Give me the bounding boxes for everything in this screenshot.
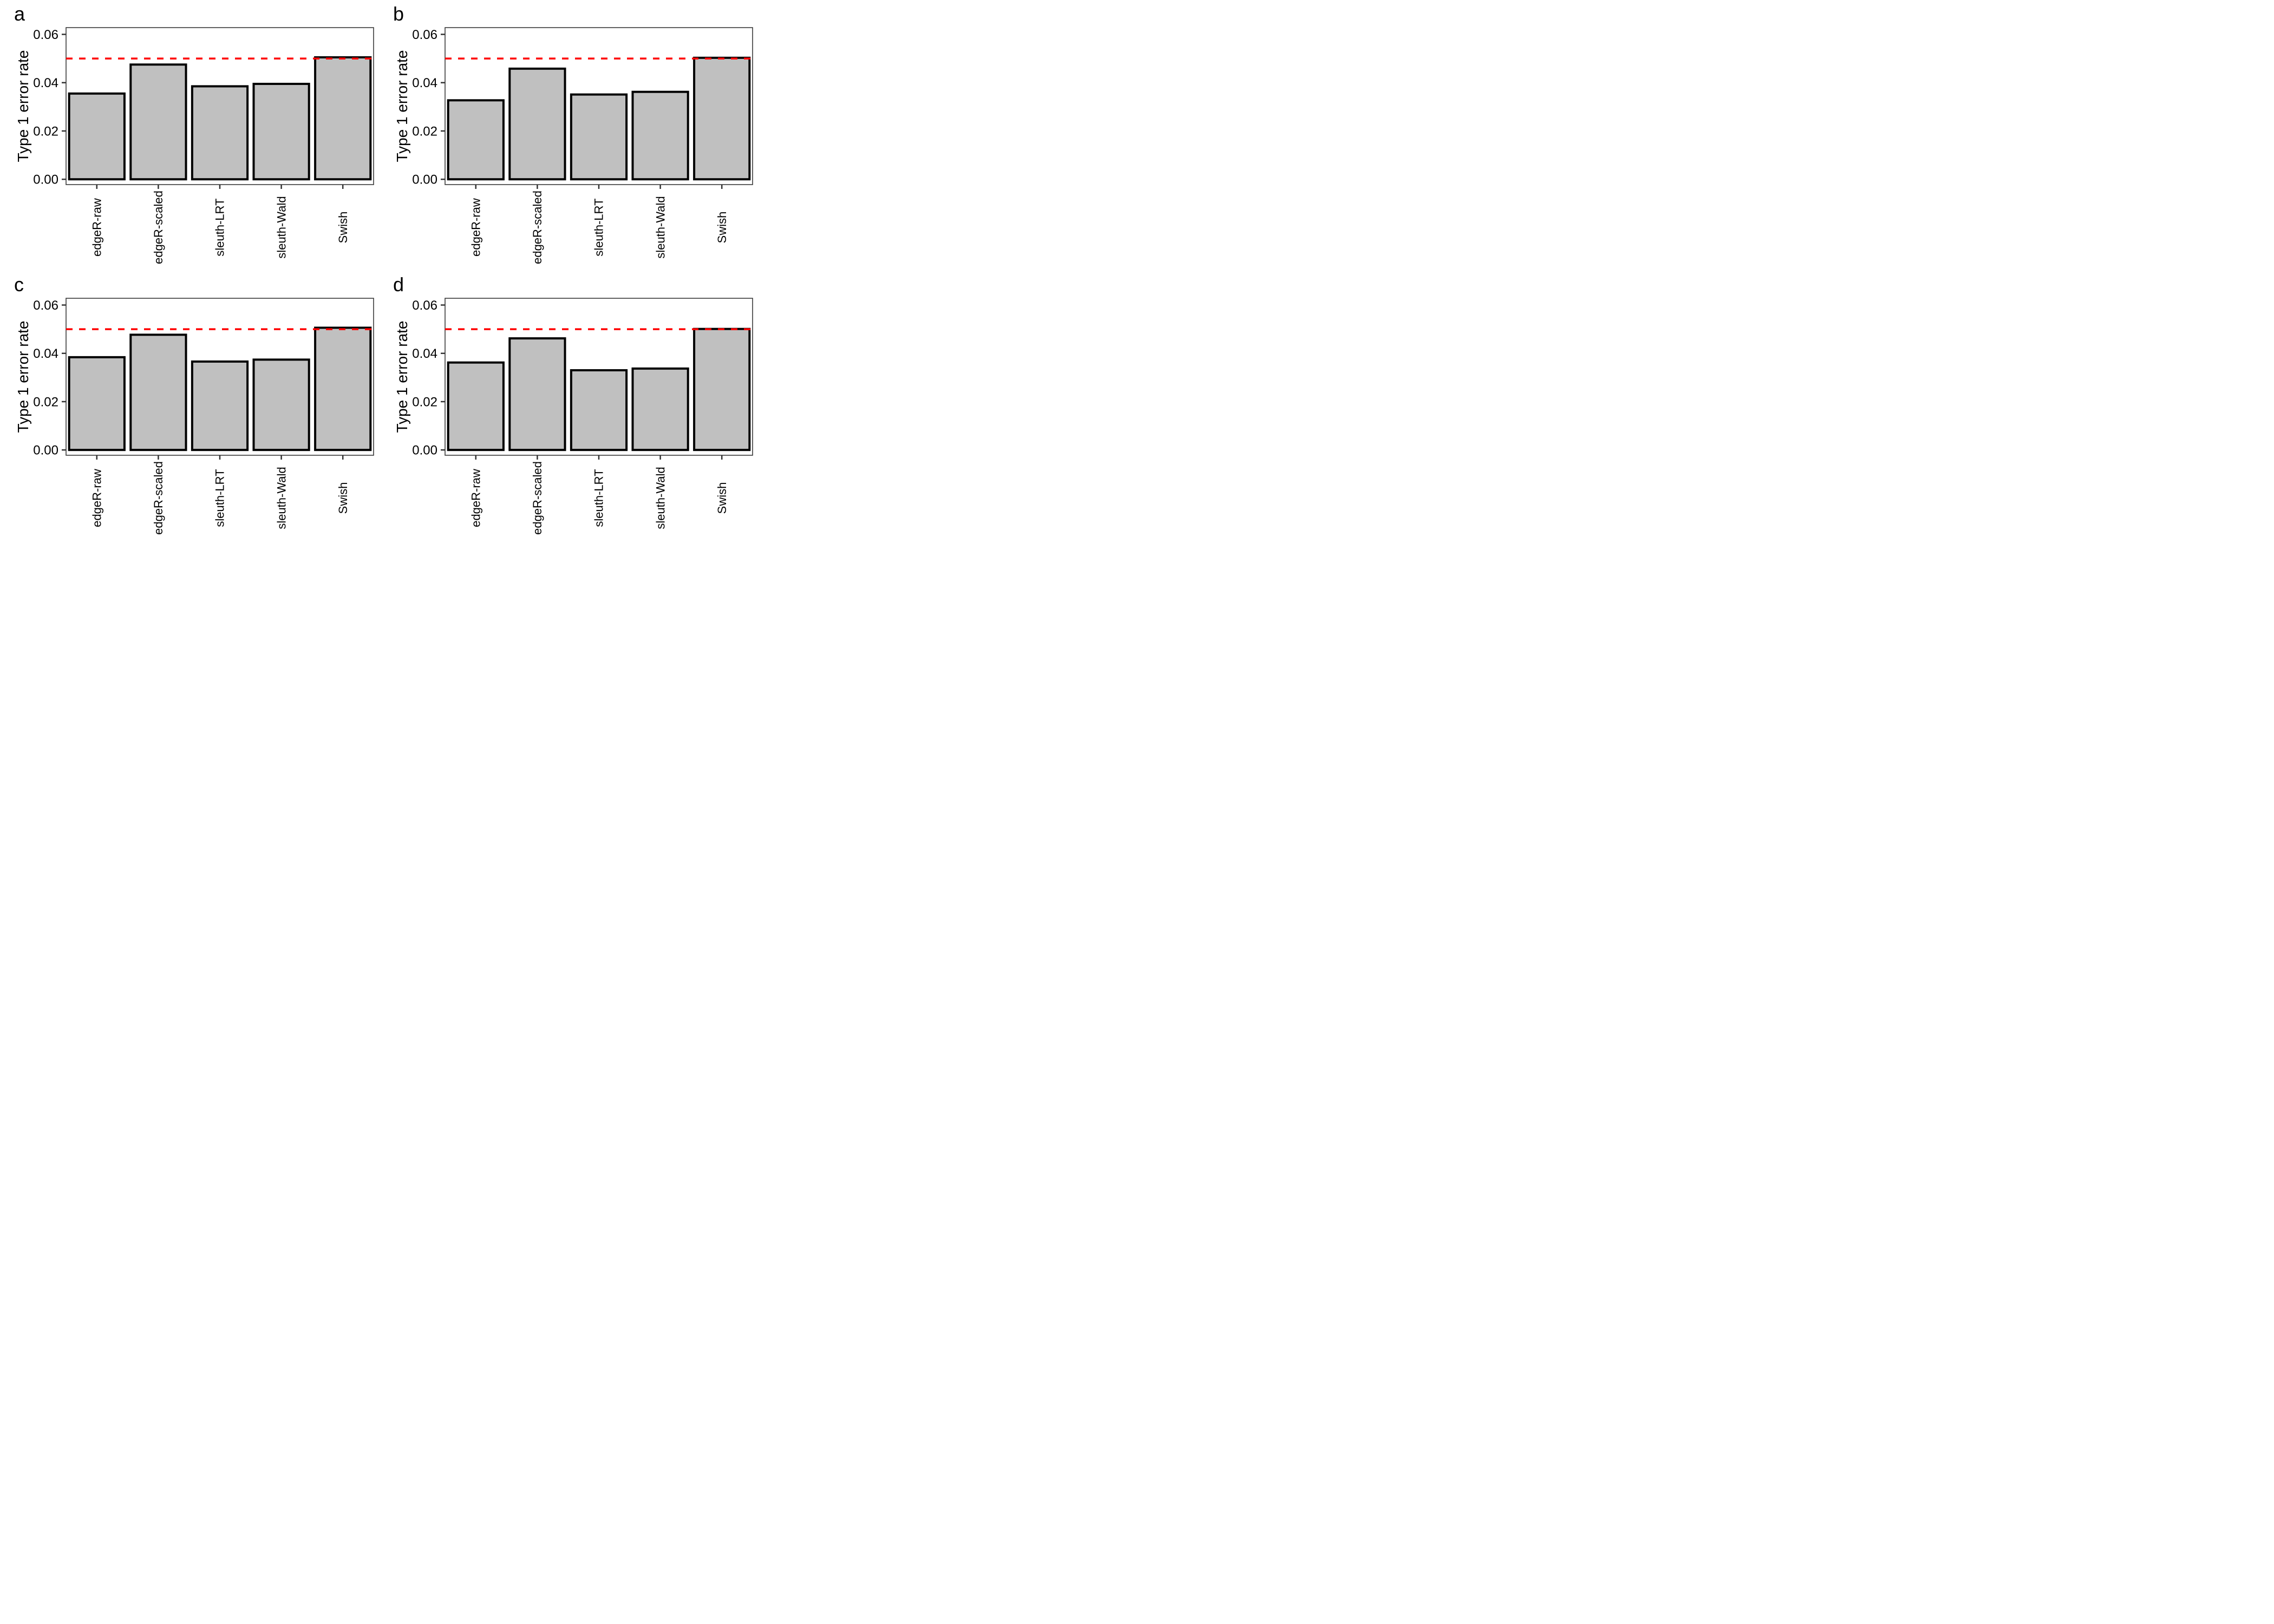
y-tick-label: 0.02 <box>412 395 437 409</box>
x-tick-label: sleuth-LRT <box>213 198 227 256</box>
panel-letter: d <box>393 273 404 296</box>
x-tick-label: Swish <box>336 212 350 244</box>
y-tick-label: 0.06 <box>412 28 437 42</box>
bar <box>314 326 372 451</box>
y-tick-label: 0.04 <box>33 76 58 90</box>
y-tick-label: 0.04 <box>412 346 437 361</box>
bar <box>693 328 751 451</box>
y-tick-label: 0.02 <box>412 124 437 139</box>
bar <box>314 56 372 181</box>
y-tick-label: 0.06 <box>33 298 58 313</box>
bar <box>191 360 249 451</box>
bar <box>129 333 187 451</box>
figure: a 0.00 0.02 0.04 0.06 Type 1 error rate edgeR… <box>0 0 758 541</box>
bar <box>447 361 505 451</box>
bar <box>68 356 126 451</box>
y-tick-label: 0.06 <box>412 298 437 313</box>
x-tick-label: edgeR-raw <box>469 198 483 257</box>
panel-b: b 0.00 0.02 0.04 0.06 Type 1 error rate edgeR… <box>379 0 758 271</box>
bar <box>693 56 751 181</box>
y-tick-label: 0.00 <box>412 173 437 187</box>
bar <box>631 90 689 181</box>
panel-d: d 0.00 0.02 0.04 0.06 Type 1 error rate edgeR… <box>379 271 758 541</box>
panel-letter: a <box>14 3 25 25</box>
bar <box>129 63 187 181</box>
y-tick-label: 0.06 <box>33 28 58 42</box>
y-tick-label: 0.00 <box>33 443 58 458</box>
panel-letter: b <box>393 3 404 25</box>
x-tick-label: edgeR-raw <box>90 469 104 527</box>
bar <box>508 337 566 451</box>
x-tick-label: Swish <box>715 212 729 244</box>
bar <box>252 82 310 181</box>
panel-a: a 0.00 0.02 0.04 0.06 Type 1 error rate edgeR… <box>0 0 379 271</box>
y-axis-title: Type 1 error rate <box>15 321 31 433</box>
x-tick-label: edgeR-scaled <box>531 191 544 264</box>
bar <box>570 93 628 181</box>
y-tick-label: 0.00 <box>33 173 58 187</box>
panel-letter: c <box>14 273 24 296</box>
y-tick-label: 0.02 <box>33 395 58 409</box>
y-axis-title: Type 1 error rate <box>394 321 410 433</box>
bar <box>447 99 505 181</box>
x-tick-label: sleuth-LRT <box>592 198 606 256</box>
x-tick-label: sleuth-LRT <box>592 469 606 527</box>
bar <box>570 369 628 451</box>
x-tick-label: sleuth-Wald <box>275 196 288 258</box>
y-tick-label: 0.02 <box>33 124 58 139</box>
x-tick-label: edgeR-scaled <box>531 461 544 535</box>
x-tick-label: edgeR-scaled <box>152 191 165 264</box>
bar <box>191 85 249 181</box>
y-tick-label: 0.00 <box>412 443 437 458</box>
x-tick-label: Swish <box>336 482 350 514</box>
y-tick-label: 0.04 <box>33 346 58 361</box>
bar <box>508 67 566 181</box>
bar <box>68 92 126 181</box>
x-tick-label: Swish <box>715 482 729 514</box>
x-tick-label: edgeR-raw <box>469 469 483 527</box>
bar <box>631 367 689 451</box>
y-axis-title: Type 1 error rate <box>15 50 31 162</box>
y-axis-title: Type 1 error rate <box>394 50 410 162</box>
bar <box>252 358 310 451</box>
x-tick-label: edgeR-scaled <box>152 461 165 535</box>
x-tick-label: edgeR-raw <box>90 198 104 257</box>
x-tick-label: sleuth-Wald <box>275 467 288 529</box>
x-tick-label: sleuth-Wald <box>654 467 667 529</box>
x-tick-label: sleuth-Wald <box>654 196 667 258</box>
panel-c: c 0.00 0.02 0.04 0.06 Type 1 error rate edgeR… <box>0 271 379 541</box>
y-tick-label: 0.04 <box>412 76 437 90</box>
x-tick-label: sleuth-LRT <box>213 469 227 527</box>
